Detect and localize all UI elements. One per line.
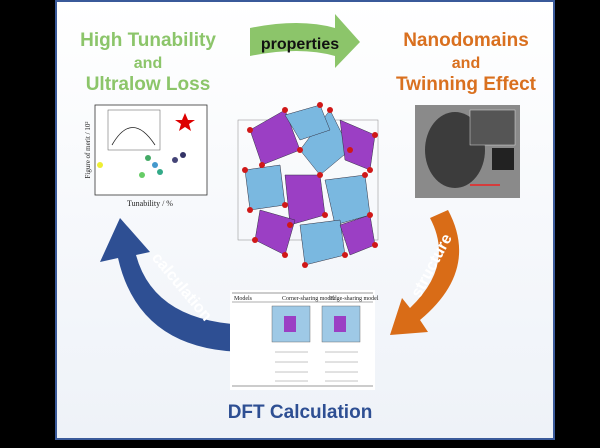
atom <box>317 102 323 108</box>
inset-chart: Tunability / % Figure of merit / 10² <box>84 104 208 208</box>
atom <box>282 107 288 113</box>
atom <box>327 107 333 113</box>
curve <box>111 127 156 146</box>
atom <box>317 172 323 178</box>
octahedron <box>244 164 286 211</box>
atom <box>282 202 288 208</box>
point <box>172 157 178 163</box>
point <box>157 169 163 175</box>
arrow <box>390 210 460 335</box>
atom <box>367 212 373 218</box>
star <box>175 113 195 131</box>
atom <box>252 237 258 243</box>
point <box>145 155 151 161</box>
arrow <box>250 14 360 68</box>
points <box>97 152 186 178</box>
tem-image <box>415 105 520 198</box>
atom <box>362 172 368 178</box>
bottom-title: DFT Calculation <box>228 402 373 423</box>
fft <box>492 148 514 170</box>
model-part <box>284 316 296 332</box>
structure-text: Nanodomains and Twinning Effect <box>396 30 537 95</box>
model-part <box>334 316 346 332</box>
text-line: Nanodomains <box>403 30 529 51</box>
text-line: and <box>134 55 162 72</box>
text-line: and <box>452 55 480 72</box>
text-line: Twinning Effect <box>396 74 537 95</box>
atom <box>342 252 348 258</box>
y-label: Figure of merit / 10² <box>84 122 92 179</box>
header: Edge-sharing model <box>330 296 379 302</box>
point <box>139 172 145 178</box>
atom <box>259 162 265 168</box>
atom <box>282 252 288 258</box>
atom <box>322 212 328 218</box>
property-text: High Tunability and Ultralow Loss <box>80 30 216 95</box>
table-rows <box>275 351 358 382</box>
header: Models <box>234 296 253 302</box>
arrow <box>100 218 255 353</box>
atom <box>242 167 248 173</box>
point <box>180 152 186 158</box>
atom <box>247 207 253 213</box>
text-line: High Tunability <box>80 30 216 51</box>
atom <box>247 127 253 133</box>
header: Corner-sharing model <box>282 296 335 302</box>
text-line: Ultralow Loss <box>86 74 211 95</box>
atom <box>367 167 373 173</box>
point <box>152 162 158 168</box>
atom <box>372 242 378 248</box>
octahedron <box>284 104 331 141</box>
atom <box>297 147 303 153</box>
atom <box>302 262 308 268</box>
x-label: Tunability / % <box>127 199 173 208</box>
crystal-structure <box>237 102 379 268</box>
atom <box>372 132 378 138</box>
table-image: Models Corner-sharing model Edge-sharing… <box>230 290 379 390</box>
atoms <box>242 102 378 268</box>
atom <box>347 147 353 153</box>
sub-plot <box>107 109 161 151</box>
zoom <box>469 109 516 146</box>
point <box>97 162 103 168</box>
arrow-label: properties <box>261 36 339 53</box>
atom <box>287 222 293 228</box>
